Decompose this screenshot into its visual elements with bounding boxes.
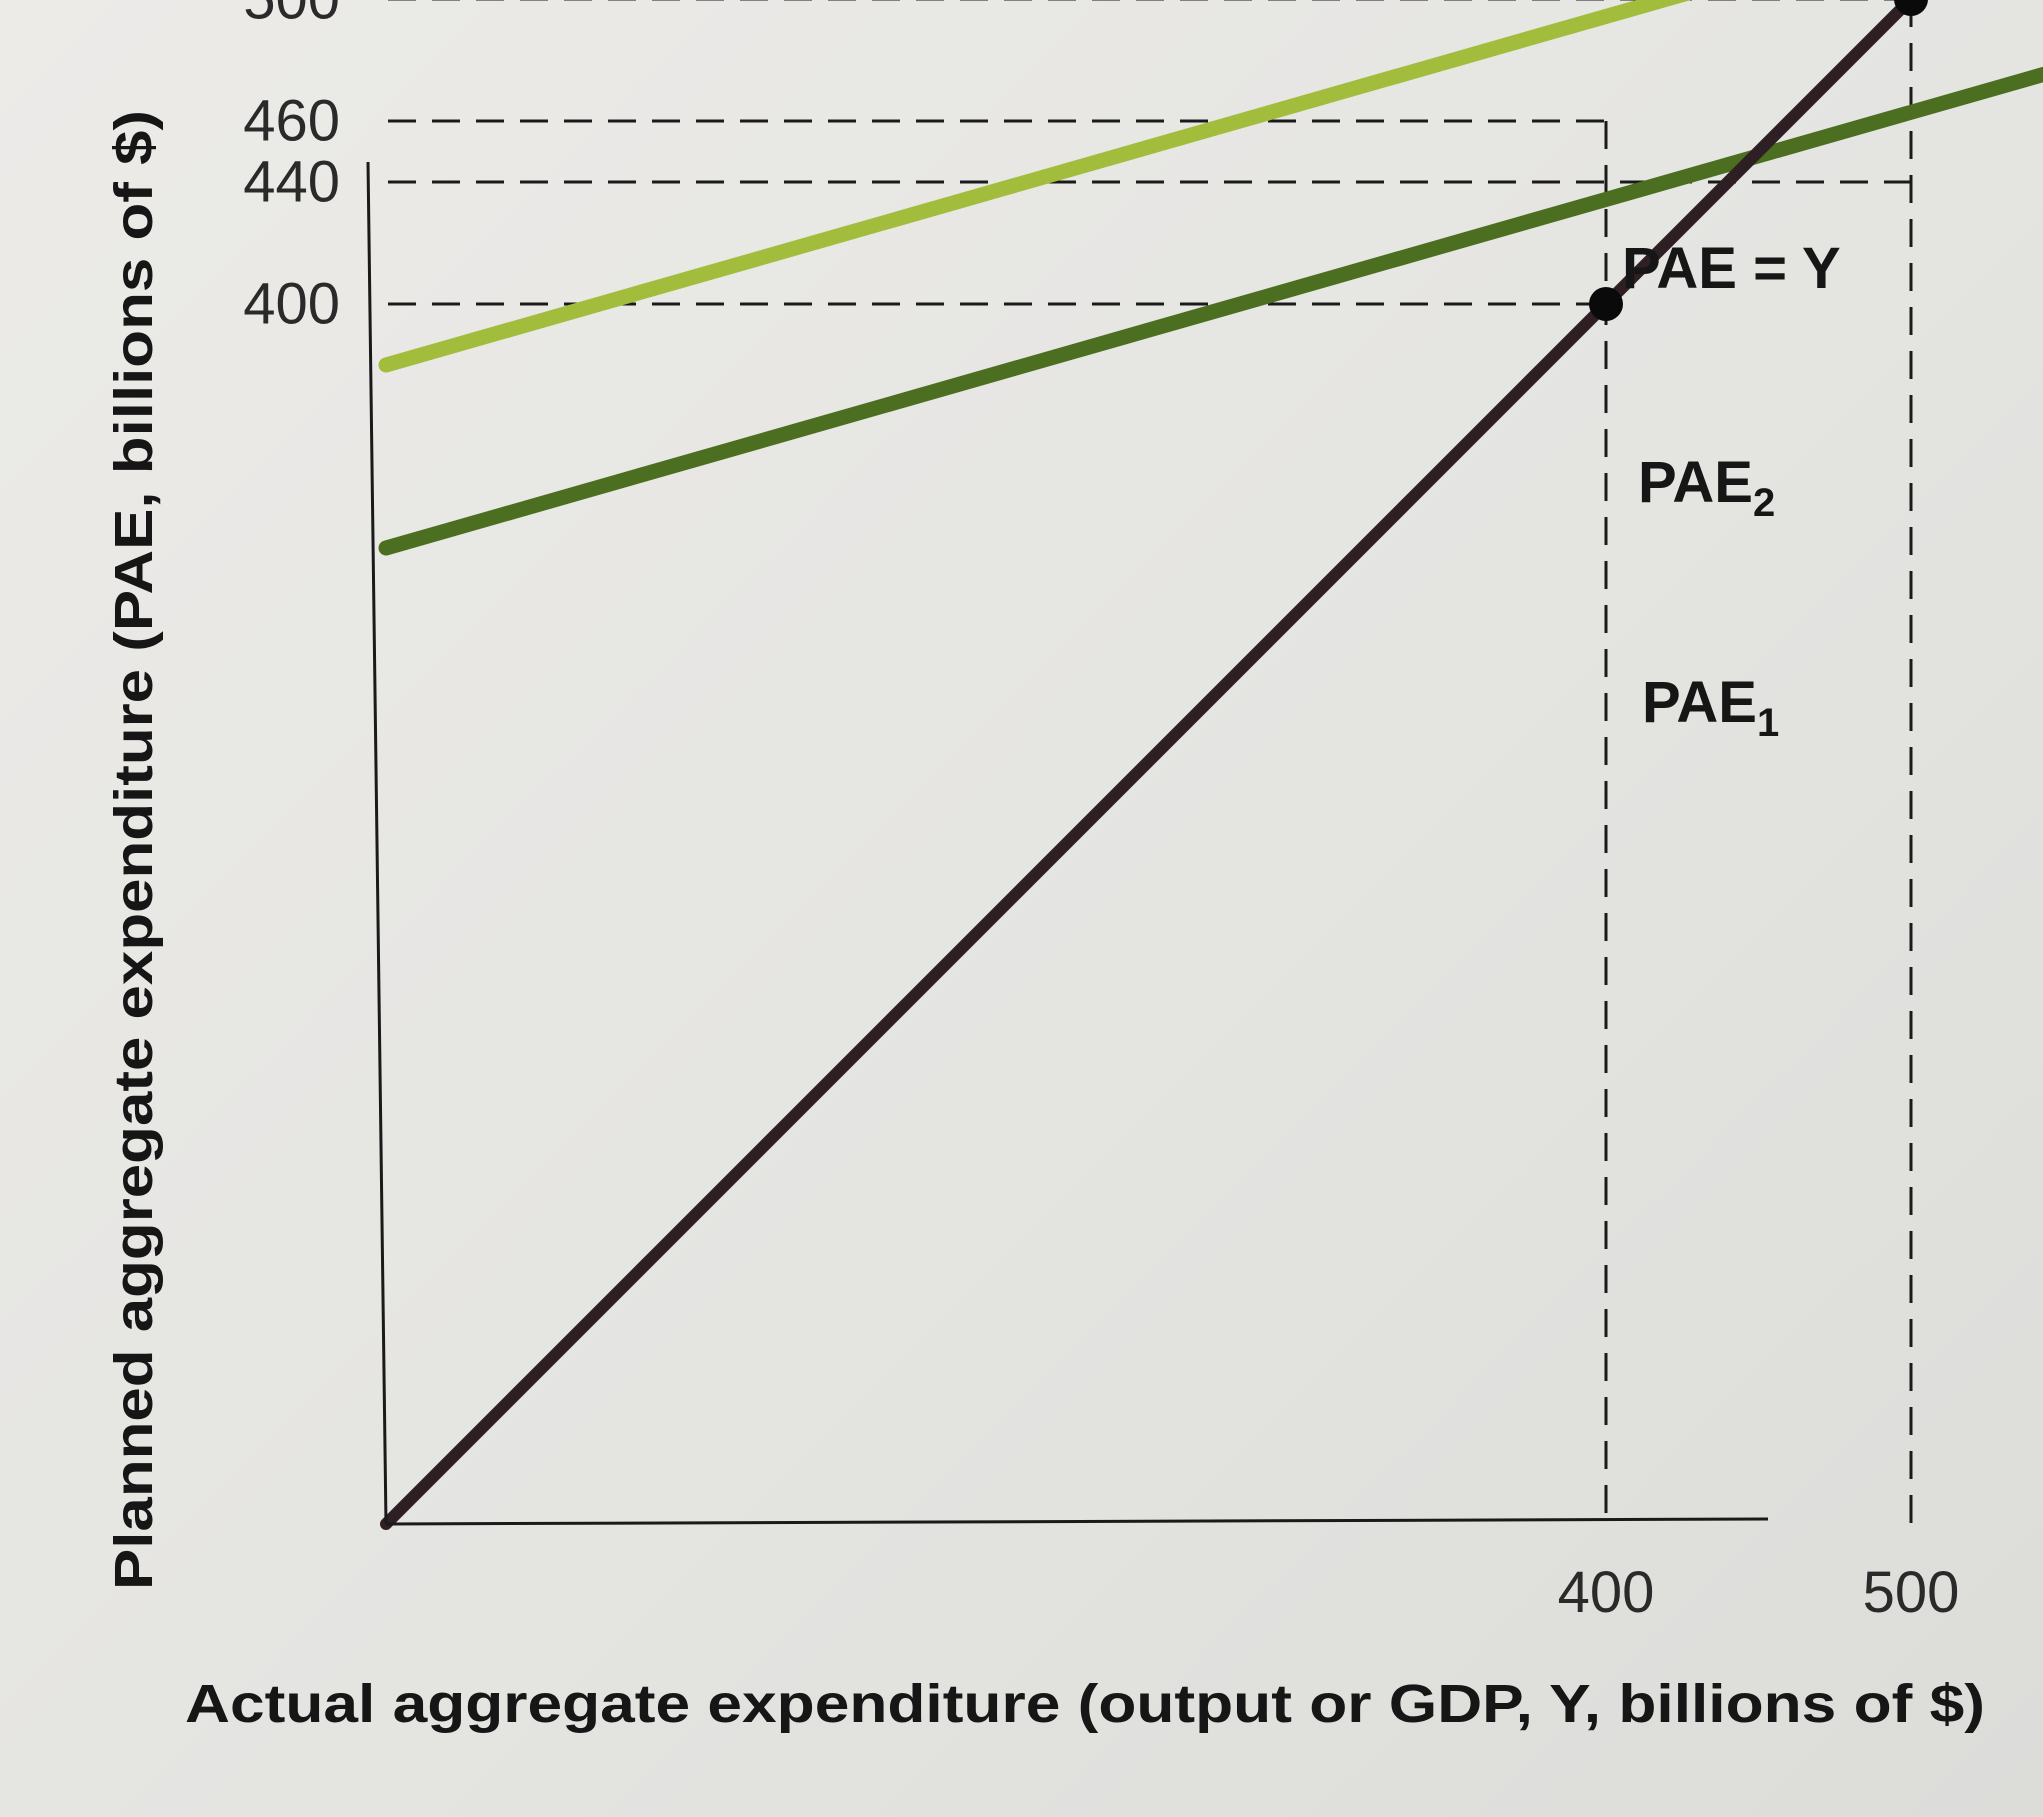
y-tick-label-440: 440 xyxy=(243,150,340,215)
y-axis-line xyxy=(366,161,388,1525)
series-line-pae2 xyxy=(378,0,1691,373)
x-tick-label-500: 500 xyxy=(1863,1560,1960,1625)
series-line-pae-y xyxy=(380,0,1919,1530)
series-lines xyxy=(378,0,2043,1530)
series-label-pae-y: PAE = Y xyxy=(1622,236,1841,301)
series-labels: PAE = Y PAE2 PAE1 xyxy=(1622,236,1841,745)
axes xyxy=(366,161,1769,1526)
series-label-pae1: PAE1 xyxy=(1642,670,1779,745)
y-axis-title: Planned aggregate expenditure (PAE, bill… xyxy=(104,110,164,1590)
series-label-pae2: PAE2 xyxy=(1638,450,1775,525)
y-tick-label-400: 400 xyxy=(243,272,340,337)
x-tick-label-400: 400 xyxy=(1558,1560,1655,1625)
y-tick-label-500: 500 xyxy=(243,0,340,32)
series-line-pae1 xyxy=(378,66,2043,556)
equilibrium-point-500 xyxy=(1894,0,1928,16)
x-axis-line xyxy=(385,1517,1769,1526)
y-tick-label-460: 460 xyxy=(243,89,340,154)
x-axis-title: Actual aggregate expenditure (output or … xyxy=(185,1674,1985,1734)
equilibrium-point-400 xyxy=(1589,287,1623,321)
equilibrium-points xyxy=(1589,0,1928,321)
